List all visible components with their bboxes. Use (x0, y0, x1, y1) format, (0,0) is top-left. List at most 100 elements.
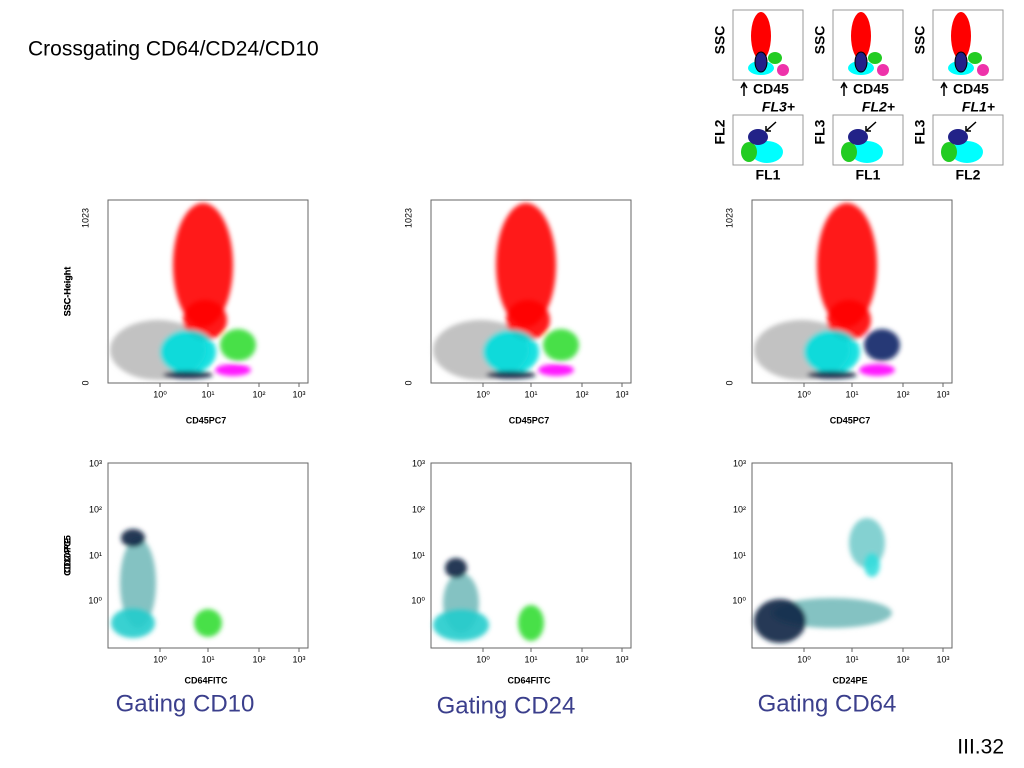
arrow (740, 81, 748, 96)
y-tick-label: 10³ (733, 458, 746, 468)
x-tick-label: 10³ (615, 389, 628, 399)
scheme-y-label: FL3 (812, 119, 828, 144)
cell-cloud (486, 371, 536, 379)
y-axis-label: SSC-Height (62, 267, 72, 317)
y-tick-label: 10³ (412, 458, 425, 468)
y-tick-label: 1023 (403, 208, 413, 228)
y-tick-label: 0 (403, 380, 413, 385)
y-tick-label: 1023 (80, 208, 90, 228)
y-tick-label: 1023 (724, 208, 734, 228)
x-axis-label: CD24PE (832, 675, 867, 685)
cloud-group (111, 529, 222, 638)
scheme-marker: FL1+ (962, 99, 995, 115)
y-axis-label: SSC-Height (62, 267, 72, 317)
x-tick-label: 10⁰ (153, 389, 167, 399)
x-axis-label: CD45PC7 (186, 415, 227, 425)
blob (741, 142, 757, 162)
y-tick-label: 10⁰ (88, 595, 102, 605)
y-tick-label: 10² (412, 504, 425, 514)
x-tick-label: 10¹ (845, 389, 858, 399)
cell-cloud (543, 329, 579, 361)
x-tick-label: 10³ (936, 389, 949, 399)
scheme-y-label: SSC (812, 26, 828, 55)
blob (854, 51, 868, 73)
x-tick-label: 10² (896, 389, 909, 399)
y-tick-label: 10⁰ (732, 595, 746, 605)
scheme-marker: FL2+ (862, 99, 895, 115)
scheme-x-label: FL1 (856, 167, 881, 183)
scheme-y-label: FL2 (712, 119, 728, 144)
y-tick-label: 10¹ (733, 550, 746, 560)
scheme-y-label: SSC (712, 26, 728, 55)
x-tick-label: 10⁰ (797, 389, 811, 399)
cell-cloud (506, 300, 550, 340)
blob (941, 142, 957, 162)
blob (748, 129, 768, 145)
y-tick-label: 10¹ (412, 550, 425, 560)
cell-cloud (807, 371, 857, 379)
y-axis-label: CD24PE (62, 538, 72, 573)
cell-cloud (518, 605, 544, 641)
x-tick-label: 10⁰ (476, 389, 490, 399)
blob (951, 141, 983, 163)
x-axis-label: CD64FITC (184, 675, 228, 685)
caption: Gating CD24 (437, 692, 576, 719)
blob (951, 12, 971, 60)
blob (841, 142, 857, 162)
cell-cloud (160, 330, 216, 374)
y-tick-label: 10¹ (89, 550, 102, 560)
y-axis-label: CD10PC5 (62, 535, 72, 576)
y-tick-label: 10⁰ (411, 595, 425, 605)
y-axis-label: CD10PC5 (62, 535, 72, 576)
y-tick-label: 0 (80, 380, 90, 385)
x-tick-label: 10¹ (524, 389, 537, 399)
cloud-group (433, 203, 579, 380)
x-tick-label: 10¹ (524, 654, 537, 664)
blob (777, 64, 789, 76)
y-tick-label: 10² (733, 504, 746, 514)
blob (848, 129, 868, 145)
arrow (965, 121, 977, 132)
cell-cloud (804, 330, 860, 374)
caption: Gating CD64 (758, 690, 897, 717)
blob (751, 141, 783, 163)
cell-cloud (173, 203, 233, 327)
scheme-marker: FL3+ (762, 99, 795, 115)
x-axis-label: CD45PC7 (830, 415, 871, 425)
x-tick-label: 10² (252, 389, 265, 399)
scheme-x-label: FL1 (756, 167, 781, 183)
x-axis-label: CD64FITC (507, 675, 551, 685)
x-tick-label: 10² (575, 389, 588, 399)
scheme-x-label: CD45 (753, 81, 789, 97)
cell-cloud (183, 300, 227, 340)
scheme-x-label: CD45 (953, 81, 989, 97)
cell-cloud (121, 529, 145, 547)
blob (877, 64, 889, 76)
x-tick-label: 10⁰ (476, 654, 490, 664)
cell-cloud (163, 371, 213, 379)
cell-cloud (111, 608, 155, 638)
blob (968, 52, 982, 64)
y-tick-label: 10² (89, 504, 102, 514)
x-tick-label: 10³ (936, 654, 949, 664)
x-tick-label: 10⁰ (153, 654, 167, 664)
x-tick-label: 10³ (615, 654, 628, 664)
blob (768, 52, 782, 64)
x-tick-label: 10¹ (845, 654, 858, 664)
cell-cloud (859, 364, 895, 376)
cell-cloud (864, 329, 900, 361)
blob (851, 12, 871, 60)
scheme-y-label: SSC (912, 26, 928, 55)
caption: Gating CD10 (116, 690, 255, 717)
scheme-y-label: FL3 (912, 119, 928, 144)
y-tick-label: 0 (724, 380, 734, 385)
blob (948, 129, 968, 145)
x-tick-label: 10³ (292, 389, 305, 399)
arrow (940, 81, 948, 96)
cloud-group (754, 203, 900, 380)
x-tick-label: 10² (252, 654, 265, 664)
x-tick-label: 10¹ (201, 654, 214, 664)
arrow (865, 121, 877, 132)
cell-cloud (817, 203, 877, 327)
